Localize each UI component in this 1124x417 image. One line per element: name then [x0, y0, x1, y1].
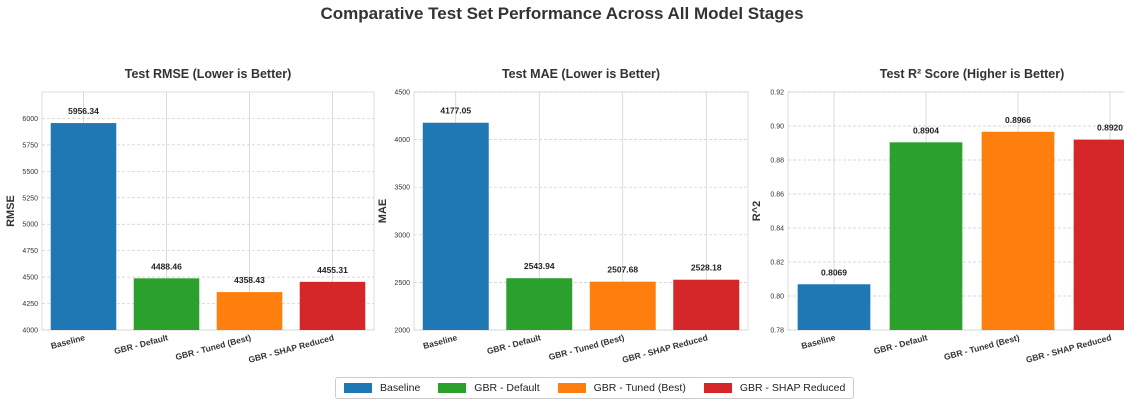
- x-tick-label: GBR - SHAP Reduced: [621, 332, 709, 364]
- bar-value-label: 5956.34: [68, 106, 99, 116]
- y-tick-label: 4750: [22, 248, 38, 255]
- legend-label: GBR - Default: [474, 382, 540, 394]
- y-tick-label: 0.80: [770, 294, 784, 301]
- legend-label: GBR - SHAP Reduced: [739, 382, 846, 394]
- y-tick-label: 5250: [22, 195, 38, 202]
- chart-title: Test MAE (Lower is Better): [502, 67, 660, 81]
- legend-item-gbr-shap: GBR - SHAP Reduced: [703, 382, 846, 394]
- x-tick-label: Baseline: [422, 332, 459, 351]
- bar-value-label: 4488.46: [151, 261, 182, 271]
- legend-swatch: [703, 383, 732, 393]
- y-tick-label: 5750: [22, 142, 38, 149]
- bar: [50, 123, 117, 330]
- y-tick-label: 2500: [394, 280, 410, 287]
- legend-item-gbr-default: GBR - Default: [438, 382, 540, 394]
- y-tick-label: 0.92: [770, 90, 784, 97]
- x-tick-label: GBR - Default: [486, 332, 542, 356]
- y-tick-label: 0.78: [770, 328, 784, 335]
- y-tick-label: 5500: [22, 169, 38, 176]
- y-tick-label: 0.84: [770, 226, 784, 233]
- bar: [589, 281, 656, 330]
- x-tick-label: GBR - SHAP Reduced: [247, 332, 335, 364]
- y-axis-label: R^2: [751, 201, 763, 222]
- legend-swatch: [344, 383, 372, 393]
- figure-title: Comparative Test Set Performance Across …: [320, 4, 804, 23]
- bar: [981, 131, 1055, 330]
- bar-value-label: 2507.68: [607, 265, 638, 275]
- y-tick-label: 0.88: [770, 158, 784, 165]
- bar: [673, 279, 740, 330]
- y-tick-label: 4000: [394, 137, 410, 144]
- chart-svg: Test MAE (Lower is Better) 2000 2500 3000 35…: [377, 67, 749, 365]
- y-tick-label: 0.90: [770, 124, 784, 131]
- chart-title: Test RMSE (Lower is Better): [125, 67, 291, 81]
- y-axis-label: RMSE: [5, 195, 17, 227]
- y-axis-label: MAE: [377, 199, 389, 223]
- rmse-chart-panel: Test RMSE (Lower is Better) 4000 4250 4500 4…: [0, 0, 382, 372]
- x-tick-label: GBR - Tuned (Best): [174, 332, 252, 362]
- bar: [797, 284, 871, 330]
- chart-svg: Test R² Score (Higher is Better) 0.78 0.80…: [751, 67, 1124, 365]
- legend-item-gbr-tuned: GBR - Tuned (Best): [557, 382, 686, 394]
- x-tick-label: GBR - Tuned (Best): [943, 332, 1021, 362]
- y-tick-label: 4250: [22, 301, 38, 308]
- legend-swatch: [557, 383, 586, 393]
- y-tick-label: 3000: [394, 232, 410, 239]
- y-tick-label: 3500: [394, 185, 410, 192]
- chart-title: Test R² Score (Higher is Better): [880, 67, 1065, 81]
- x-tick-label: Baseline: [800, 332, 837, 351]
- bar-value-label: 4177.05: [440, 106, 471, 116]
- y-tick-label: 4500: [394, 90, 410, 97]
- y-tick-label: 4000: [22, 328, 38, 335]
- bar: [1073, 139, 1124, 330]
- legend-swatch: [438, 383, 467, 393]
- y-tick-label: 0.86: [770, 192, 784, 199]
- bar-value-label: 4358.43: [234, 275, 265, 285]
- bar-value-label: 4455.31: [317, 265, 348, 275]
- legend-item-baseline: Baseline: [344, 382, 420, 394]
- y-tick-label: 4500: [22, 275, 38, 282]
- bar: [422, 122, 489, 330]
- bar: [889, 142, 963, 330]
- mae-chart-panel: Test MAE (Lower is Better) 2000 2500 3000 35…: [374, 0, 756, 372]
- x-tick-label: GBR - Default: [113, 332, 169, 356]
- bar-value-label: 0.8904: [913, 125, 939, 135]
- bar-value-label: 0.8920: [1097, 123, 1123, 133]
- x-tick-label: GBR - SHAP Reduced: [1025, 332, 1113, 364]
- bar: [299, 281, 366, 330]
- x-tick-label: Baseline: [50, 332, 87, 351]
- r2-chart-panel: Test R² Score (Higher is Better) 0.78 0.80…: [748, 0, 1124, 372]
- y-tick-label: 6000: [22, 116, 38, 123]
- x-tick-label: GBR - Default: [873, 332, 929, 356]
- y-tick-label: 2000: [394, 328, 410, 335]
- chart-svg: Test RMSE (Lower is Better) 4000 4250 4500 4…: [5, 67, 375, 365]
- bar-value-label: 0.8966: [1005, 115, 1031, 125]
- bar: [133, 278, 200, 330]
- bar: [216, 292, 283, 330]
- bar-value-label: 0.8069: [821, 267, 847, 277]
- legend-label: GBR - Tuned (Best): [593, 382, 686, 394]
- bar-value-label: 2528.18: [691, 263, 722, 273]
- x-tick-label: GBR - Tuned (Best): [548, 332, 626, 362]
- bar: [506, 278, 573, 330]
- chart-legend: Baseline GBR - Default GBR - Tuned (Best…: [335, 377, 855, 399]
- legend-label: Baseline: [380, 382, 421, 394]
- bar-value-label: 2543.94: [524, 261, 555, 271]
- y-tick-label: 0.82: [770, 260, 784, 267]
- y-tick-label: 5000: [22, 222, 38, 229]
